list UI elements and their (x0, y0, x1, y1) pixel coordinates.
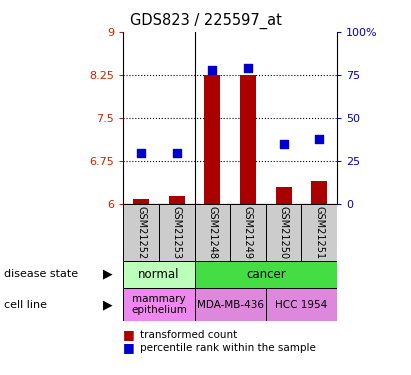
Text: ▶: ▶ (104, 298, 113, 311)
Bar (123, 288, 194, 321)
Text: GSM21249: GSM21249 (243, 206, 253, 259)
Text: cell line: cell line (4, 300, 47, 309)
Bar (194, 204, 230, 261)
Bar (169, 196, 185, 204)
Text: ■: ■ (123, 328, 135, 341)
Bar (133, 199, 149, 204)
Text: transformed count: transformed count (140, 330, 237, 339)
Bar (230, 204, 266, 261)
Bar (266, 288, 337, 321)
Bar (194, 288, 266, 321)
Text: disease state: disease state (4, 269, 78, 279)
Text: GSM21252: GSM21252 (136, 206, 146, 259)
Text: mammary
epithelium: mammary epithelium (131, 294, 187, 315)
Text: percentile rank within the sample: percentile rank within the sample (140, 343, 316, 352)
Point (209, 67, 216, 73)
Bar (311, 182, 327, 204)
Bar (123, 261, 194, 288)
Bar (266, 204, 301, 261)
Point (316, 136, 323, 142)
Text: ■: ■ (123, 341, 135, 354)
Bar (204, 75, 220, 204)
Text: GSM21253: GSM21253 (172, 206, 182, 259)
Text: normal: normal (138, 268, 180, 280)
Bar (194, 261, 337, 288)
Point (245, 65, 251, 71)
Text: GDS823 / 225597_at: GDS823 / 225597_at (129, 13, 282, 29)
Point (280, 141, 287, 147)
Text: ▶: ▶ (104, 268, 113, 280)
Point (138, 150, 144, 156)
Text: HCC 1954: HCC 1954 (275, 300, 328, 309)
Bar (123, 204, 159, 261)
Bar (301, 204, 337, 261)
Text: GSM21248: GSM21248 (208, 206, 217, 259)
Text: GSM21251: GSM21251 (314, 206, 324, 259)
Text: MDA-MB-436: MDA-MB-436 (196, 300, 264, 309)
Bar (240, 75, 256, 204)
Point (173, 150, 180, 156)
Text: cancer: cancer (246, 268, 286, 280)
Bar (275, 187, 292, 204)
Text: GSM21250: GSM21250 (279, 206, 289, 259)
Bar (159, 204, 194, 261)
